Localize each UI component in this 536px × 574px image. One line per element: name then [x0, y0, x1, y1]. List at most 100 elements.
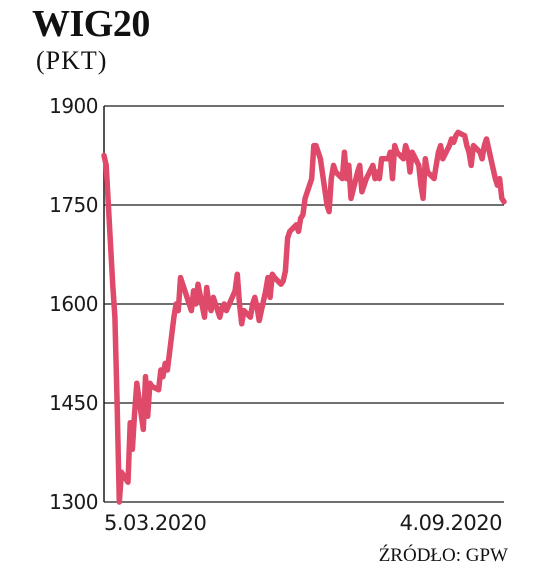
data-point — [342, 150, 347, 155]
data-point — [143, 374, 148, 379]
data-point — [158, 367, 163, 373]
data-point — [195, 282, 201, 287]
data-point — [165, 367, 170, 373]
data-point — [340, 176, 345, 181]
data-point — [407, 169, 413, 175]
data-point — [370, 163, 376, 168]
data-point — [455, 130, 461, 135]
data-point — [141, 427, 146, 432]
data-point — [281, 278, 286, 284]
data-point — [418, 183, 424, 188]
data-point — [482, 143, 487, 148]
data-points — [101, 130, 507, 505]
data-point — [479, 156, 485, 161]
data-point — [302, 196, 308, 201]
data-point — [110, 282, 115, 287]
data-point — [497, 176, 502, 181]
data-point — [130, 447, 135, 452]
data-point — [361, 183, 367, 188]
data-point — [171, 315, 177, 320]
data-point — [420, 196, 426, 201]
data-point — [160, 374, 166, 379]
data-point — [217, 315, 222, 320]
data-point — [377, 176, 382, 181]
data-point — [394, 150, 400, 155]
series-line-wig20 — [101, 129, 507, 505]
y-tick-label-1600: 1600 — [49, 292, 98, 316]
data-point — [499, 196, 504, 201]
data-point — [206, 301, 212, 307]
data-point — [114, 400, 120, 406]
data-point — [477, 150, 483, 155]
data-point — [357, 163, 362, 168]
data-point — [486, 146, 491, 152]
data-point — [471, 143, 476, 148]
data-point — [235, 272, 240, 277]
data-point — [324, 202, 330, 208]
data-point — [466, 150, 472, 155]
data-point — [318, 156, 323, 161]
data-point — [237, 301, 242, 307]
data-point — [222, 301, 227, 307]
data-point — [132, 410, 137, 416]
data-point — [125, 480, 131, 485]
data-point — [270, 272, 275, 277]
data-point — [241, 308, 247, 313]
data-point — [469, 163, 474, 168]
data-point — [493, 176, 498, 181]
data-point — [331, 163, 336, 168]
data-point — [401, 156, 406, 161]
data-point — [163, 361, 168, 366]
data-point — [438, 143, 443, 148]
data-point — [326, 209, 332, 214]
data-point — [267, 295, 273, 300]
data-point — [329, 176, 334, 181]
y-tick-label-1900: 1900 — [49, 94, 98, 118]
data-point — [104, 163, 109, 168]
data-point — [309, 176, 314, 181]
data-point — [416, 163, 421, 168]
data-point — [344, 176, 349, 181]
y-tick-label-1300: 1300 — [49, 490, 98, 514]
y-tick-labels: 1900 1750 1600 1450 1300 — [49, 94, 98, 514]
data-point — [355, 169, 360, 175]
data-point — [501, 199, 507, 204]
data-point — [211, 295, 216, 300]
data-point — [232, 288, 238, 293]
data-point — [390, 176, 395, 181]
data-point — [250, 301, 255, 307]
data-point — [134, 381, 139, 386]
data-point — [431, 176, 437, 181]
data-point — [191, 288, 196, 293]
y-tick-label-1450: 1450 — [49, 391, 98, 415]
x-tick-label-end: 4.09.2020 — [400, 511, 502, 535]
data-point — [294, 222, 299, 227]
data-point — [239, 321, 244, 326]
data-point — [348, 196, 354, 201]
data-point — [272, 275, 277, 280]
data-point — [176, 308, 181, 313]
data-point — [252, 295, 257, 300]
data-point — [447, 143, 452, 148]
unit-label: (PKT) — [36, 46, 108, 75]
data-point — [178, 275, 183, 280]
data-point — [436, 150, 441, 155]
data-point — [449, 136, 454, 142]
y-tick-label-1750: 1750 — [49, 193, 98, 217]
data-point — [453, 133, 459, 138]
gridlines — [104, 105, 504, 503]
source-note: ŹRÓDŁO: GPW — [378, 545, 508, 566]
data-point — [257, 318, 262, 323]
data-point — [464, 143, 469, 148]
data-point — [204, 285, 209, 290]
data-point — [248, 315, 253, 320]
data-point — [156, 387, 161, 392]
data-point — [300, 212, 306, 218]
data-point — [440, 156, 445, 161]
data-point — [410, 150, 415, 155]
data-point — [145, 414, 150, 419]
data-point — [495, 183, 500, 188]
data-point — [403, 143, 408, 148]
data-point — [193, 301, 198, 307]
